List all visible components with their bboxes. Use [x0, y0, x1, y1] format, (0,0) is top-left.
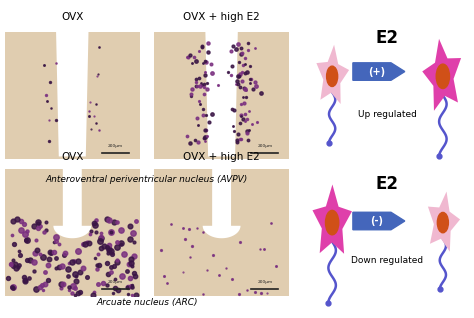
Text: 200μm: 200μm: [257, 280, 273, 284]
Polygon shape: [56, 32, 89, 156]
Text: (-): (-): [371, 216, 383, 226]
Polygon shape: [316, 45, 349, 104]
Polygon shape: [312, 184, 352, 254]
Text: 200μm: 200μm: [108, 143, 123, 148]
Text: E2: E2: [376, 29, 399, 47]
Text: (+): (+): [369, 66, 386, 77]
Polygon shape: [428, 191, 460, 252]
Text: OVX + high E2: OVX + high E2: [183, 12, 260, 22]
Text: Up regulated: Up regulated: [358, 110, 417, 119]
Circle shape: [436, 64, 449, 88]
Text: 200μm: 200μm: [108, 280, 123, 284]
Circle shape: [327, 66, 337, 86]
Text: OVX: OVX: [61, 152, 83, 162]
Text: 200μm: 200μm: [257, 143, 273, 148]
Polygon shape: [203, 169, 240, 238]
Text: OVX + high E2: OVX + high E2: [183, 152, 260, 162]
Text: E2: E2: [376, 176, 399, 193]
Polygon shape: [205, 32, 238, 156]
Circle shape: [326, 211, 339, 235]
FancyArrow shape: [353, 63, 405, 80]
Polygon shape: [422, 39, 461, 111]
Text: Arcuate nucleus (ARC): Arcuate nucleus (ARC): [96, 298, 198, 307]
Text: Down regulated: Down regulated: [351, 256, 424, 265]
Text: OVX: OVX: [61, 12, 83, 22]
Text: Anteroventral periventricular nucleus (AVPV): Anteroventral periventricular nucleus (A…: [46, 175, 248, 184]
Polygon shape: [54, 169, 91, 238]
FancyArrow shape: [353, 212, 405, 230]
Circle shape: [438, 212, 448, 233]
